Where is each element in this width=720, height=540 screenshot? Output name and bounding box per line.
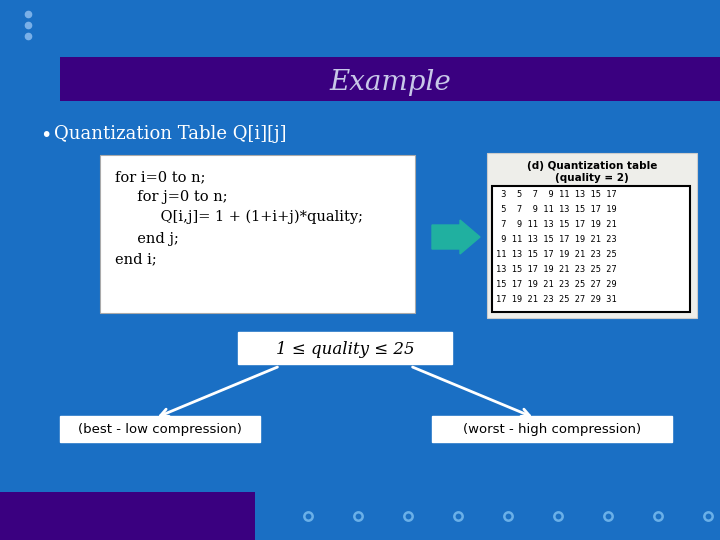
Text: end j;: end j; — [128, 232, 179, 246]
FancyBboxPatch shape — [487, 153, 697, 318]
Text: 11 13 15 17 19 21 23 25: 11 13 15 17 19 21 23 25 — [496, 250, 617, 259]
Text: (d) Quantization table: (d) Quantization table — [527, 161, 657, 171]
FancyBboxPatch shape — [432, 416, 672, 442]
FancyBboxPatch shape — [60, 57, 720, 101]
FancyBboxPatch shape — [100, 155, 415, 313]
Text: 5  7  9 11 13 15 17 19: 5 7 9 11 13 15 17 19 — [496, 205, 617, 214]
Text: (best - low compression): (best - low compression) — [78, 423, 242, 436]
Text: •: • — [40, 126, 51, 145]
Text: 7  9 11 13 15 17 19 21: 7 9 11 13 15 17 19 21 — [496, 220, 617, 229]
Text: Q[i,j]= 1 + (1+i+j)*quality;: Q[i,j]= 1 + (1+i+j)*quality; — [142, 210, 363, 225]
Text: 9 11 13 15 17 19 21 23: 9 11 13 15 17 19 21 23 — [496, 235, 617, 244]
Text: 15 17 19 21 23 25 27 29: 15 17 19 21 23 25 27 29 — [496, 280, 617, 289]
Text: 17 19 21 23 25 27 29 31: 17 19 21 23 25 27 29 31 — [496, 295, 617, 304]
Text: (quality = 2): (quality = 2) — [555, 173, 629, 183]
FancyBboxPatch shape — [238, 332, 452, 364]
Text: 1 ≤ quality ≤ 25: 1 ≤ quality ≤ 25 — [276, 341, 414, 357]
FancyBboxPatch shape — [492, 186, 690, 312]
Text: Example: Example — [329, 69, 451, 96]
FancyBboxPatch shape — [60, 416, 260, 442]
Text: 13 15 17 19 21 23 25 27: 13 15 17 19 21 23 25 27 — [496, 265, 617, 274]
FancyBboxPatch shape — [0, 492, 255, 540]
Text: for i=0 to n;: for i=0 to n; — [115, 170, 205, 184]
Text: (worst - high compression): (worst - high compression) — [463, 423, 641, 436]
Text: Quantization Table Q[i][j]: Quantization Table Q[i][j] — [54, 125, 287, 143]
Text: for j=0 to n;: for j=0 to n; — [128, 190, 228, 204]
Text: 3  5  7  9 11 13 15 17: 3 5 7 9 11 13 15 17 — [496, 190, 617, 199]
FancyArrow shape — [432, 220, 480, 254]
Text: end i;: end i; — [115, 252, 157, 266]
